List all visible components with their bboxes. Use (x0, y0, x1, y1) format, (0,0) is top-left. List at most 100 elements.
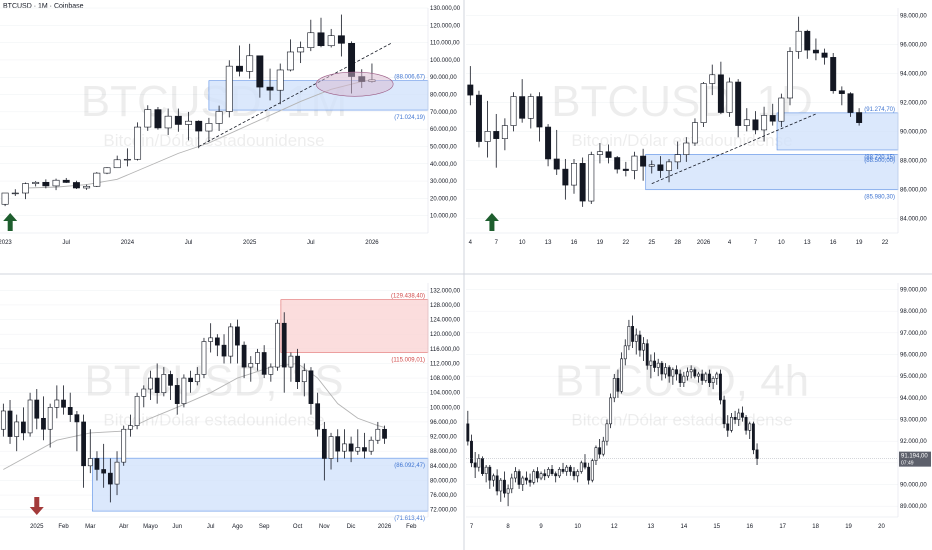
candle (266, 86, 274, 91)
x-tick-label: Feb (58, 524, 69, 530)
x-tick-label: Oct (293, 524, 303, 530)
candle (308, 370, 314, 404)
y-tick-label: 40.000,00 (430, 162, 457, 168)
candle (87, 458, 93, 467)
y-tick-label: 84.000,00 (430, 464, 457, 470)
candle (700, 373, 704, 381)
candle (729, 417, 733, 431)
candle (382, 428, 387, 439)
y-tick-label: 92.000,00 (900, 100, 927, 106)
zone-red (280, 299, 429, 353)
candle (674, 154, 681, 163)
candle (557, 469, 561, 477)
candle (174, 385, 180, 404)
candle (328, 436, 334, 459)
candle (114, 461, 120, 485)
candle (711, 378, 715, 383)
candle (164, 115, 172, 129)
candle (134, 126, 142, 160)
x-tick-label: 22 (622, 240, 629, 246)
y-tick-label: 90.000,00 (900, 483, 927, 489)
candle (484, 131, 491, 142)
candle (317, 32, 325, 47)
candle (743, 119, 750, 126)
candle (521, 477, 525, 485)
candle (81, 421, 86, 467)
x-tick-label: 25 (648, 240, 655, 246)
x-tick-label: 10 (519, 240, 526, 246)
candle (583, 462, 587, 468)
candle (697, 373, 700, 377)
x-tick-label: Dic (347, 524, 356, 530)
candle (154, 109, 162, 129)
x-tick-label: 2024 (121, 240, 135, 246)
candle (612, 378, 616, 399)
candle (261, 352, 267, 375)
y-tick-label: 104.000,00 (430, 391, 461, 397)
candle (248, 363, 254, 368)
candle (752, 119, 759, 131)
candle (286, 51, 294, 71)
y-tick-label: 116.000,00 (430, 347, 460, 353)
candle (527, 96, 534, 119)
x-tick-label: 19 (845, 524, 852, 530)
candle (634, 334, 638, 342)
candle (735, 81, 742, 126)
x-tick-label: 16 (571, 240, 578, 246)
moving-average-line (3, 362, 385, 470)
watermark: BTCUSD, 1D (551, 77, 813, 126)
y-tick-label: 100.000,00 (430, 58, 461, 64)
candle (649, 360, 653, 366)
candle (194, 374, 200, 383)
candle (510, 96, 517, 126)
candle (830, 57, 837, 92)
candle (288, 355, 294, 368)
candle (321, 428, 327, 459)
candle (616, 378, 620, 392)
candle (32, 181, 40, 184)
x-tick-label: Jul (307, 240, 315, 246)
candle (101, 469, 107, 474)
candle (342, 443, 347, 452)
x-tick-label: 28 (674, 240, 681, 246)
y-tick-label: 10.000,00 (430, 214, 457, 220)
x-tick-label: 20 (878, 524, 885, 530)
candle (14, 421, 20, 437)
y-tick-label: 89.000,00 (900, 504, 927, 510)
candle (648, 164, 655, 167)
candle (123, 158, 131, 161)
candle (113, 159, 121, 169)
y-tick-label: 50.000,00 (430, 144, 457, 150)
x-tick-label: 13 (545, 240, 552, 246)
candle (761, 115, 768, 131)
x-tick-label: 2025 (243, 240, 257, 246)
y-tick-label: 88.000,00 (430, 449, 457, 455)
x-tick-label: Mayo (143, 524, 158, 530)
candle (148, 377, 153, 390)
candle (7, 410, 13, 437)
candle (561, 469, 565, 472)
x-tick-label: 9 (539, 524, 543, 530)
candle (539, 473, 543, 479)
candle (769, 115, 776, 122)
y-tick-label: 100.000,00 (430, 405, 461, 411)
x-tick-label: 14 (680, 524, 687, 530)
candle (107, 472, 113, 485)
y-tick-label: 112.000,00 (430, 361, 460, 367)
arrow-down-icon (29, 497, 44, 515)
candle (466, 423, 470, 442)
candle (751, 423, 755, 451)
y-tick-label: 72.000,00 (430, 508, 457, 514)
x-tick-label: 4 (469, 240, 473, 246)
candle (656, 362, 660, 368)
candle (236, 65, 243, 72)
chart-panel-monthly: BTCUSD, 1MBitcoin/Dólar estadounidense(8… (0, 6, 461, 246)
candle (362, 447, 367, 452)
candle (495, 475, 499, 492)
candle (748, 423, 752, 431)
candle (587, 466, 591, 481)
x-tick-label: Abr (119, 524, 128, 530)
candle (726, 423, 730, 431)
candle (301, 370, 307, 383)
